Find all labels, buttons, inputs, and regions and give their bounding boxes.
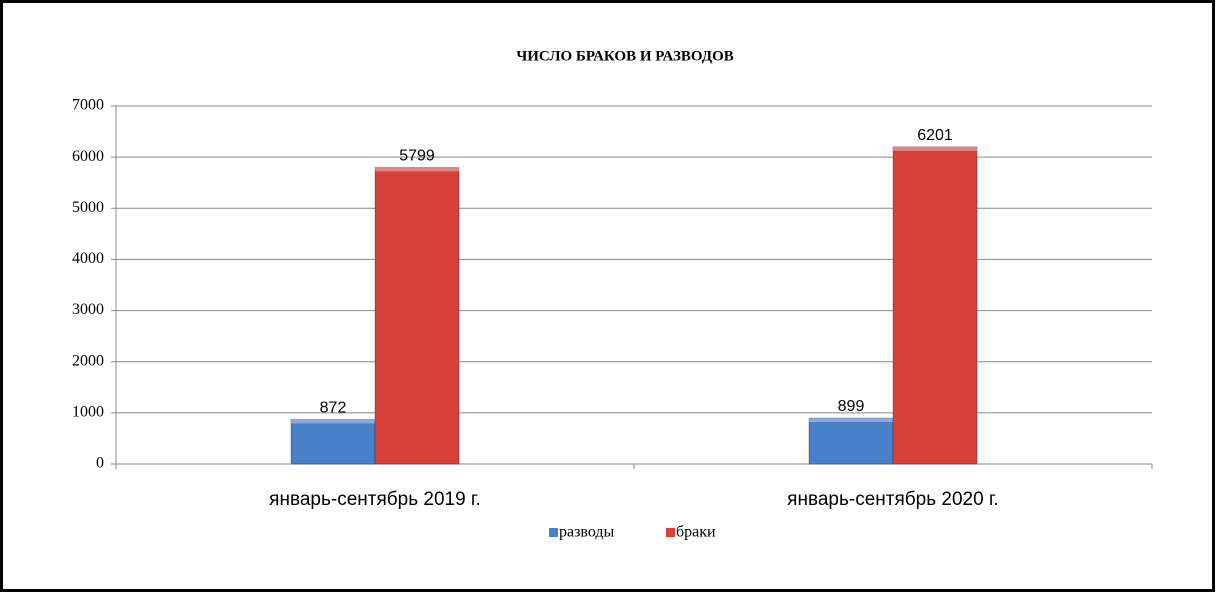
y-tick-label: 6000 xyxy=(72,148,104,165)
y-tick-label: 5000 xyxy=(72,199,104,216)
bar xyxy=(808,417,894,465)
y-tick-label: 7000 xyxy=(72,97,104,114)
legend-label: разводы xyxy=(559,524,615,541)
legend-label: браки xyxy=(676,524,716,541)
data-label: 872 xyxy=(320,400,347,417)
bar-top xyxy=(809,418,893,423)
bar-top xyxy=(291,419,375,424)
legend-swatch xyxy=(549,528,558,537)
y-tick-label: 3000 xyxy=(72,301,104,318)
y-tick-label: 4000 xyxy=(72,250,104,267)
y-tick-label: 1000 xyxy=(72,404,104,421)
bar xyxy=(892,146,978,465)
data-label: 5799 xyxy=(399,148,435,165)
x-tick-label: январь-сентябрь 2019 г. xyxy=(269,489,481,510)
legend-swatch xyxy=(666,528,675,537)
bar-top xyxy=(893,146,977,151)
chart-title: ЧИСЛО БРАКОВ И РАЗВОДОВ xyxy=(516,48,734,64)
bar xyxy=(290,418,376,465)
data-label: 6201 xyxy=(917,127,953,144)
bar xyxy=(374,166,460,465)
bar-top xyxy=(375,167,459,172)
y-tick-label: 0 xyxy=(96,455,104,472)
x-tick-label: январь-сентябрь 2020 г. xyxy=(787,489,999,510)
y-tick-label: 2000 xyxy=(72,352,104,369)
data-label: 899 xyxy=(838,398,865,415)
